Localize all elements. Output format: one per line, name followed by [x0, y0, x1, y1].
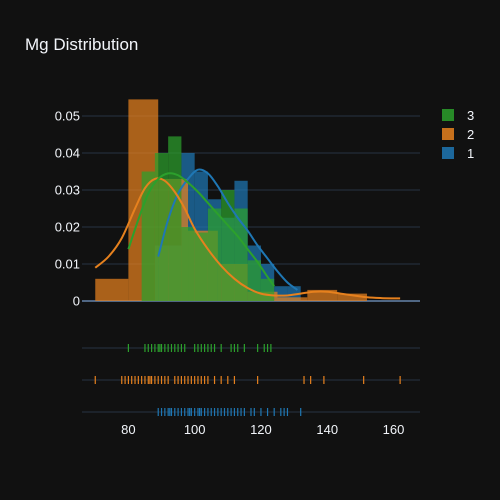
axes: 0 0.01 0.02 0.03 0.04 0.05 80 100 120 140 160: [55, 109, 405, 437]
histogram-bar-series-3[interactable]: [221, 190, 235, 301]
histogram-bar-series-2[interactable]: [307, 289, 338, 301]
histogram-bars: [95, 99, 367, 302]
kde-line-series-3[interactable]: [127, 172, 276, 287]
histogram-bar-series-3[interactable]: [168, 136, 182, 301]
chart-title: Mg Distribution: [25, 35, 138, 54]
legend[interactable]: 3 2 1: [442, 108, 474, 161]
legend-swatch-2[interactable]: [442, 128, 454, 140]
legend-label-3[interactable]: 3: [467, 108, 474, 123]
legend-swatch-1[interactable]: [442, 147, 454, 159]
y-tick-label: 0.04: [55, 146, 80, 161]
histogram-bar-series-3[interactable]: [207, 208, 222, 301]
histogram-bar-series-2[interactable]: [95, 278, 129, 301]
rug-plots: [82, 344, 420, 416]
histogram-bar-series-3[interactable]: [154, 153, 169, 301]
histogram-bar-series-3[interactable]: [194, 232, 208, 301]
x-tick-label: 160: [383, 422, 405, 437]
kde-line-series-2[interactable]: [94, 177, 401, 300]
kde-curves: [94, 168, 401, 300]
y-tick-label: 0.05: [55, 109, 80, 124]
histogram-bar-series-3[interactable]: [234, 208, 248, 301]
legend-swatch-3[interactable]: [442, 109, 454, 121]
legend-label-2[interactable]: 2: [467, 127, 474, 142]
x-tick-label: 100: [184, 422, 206, 437]
y-tick-label: 0.02: [55, 220, 80, 235]
legend-label-1[interactable]: 1: [467, 146, 474, 161]
y-tick-label: 0.01: [55, 257, 80, 272]
x-tick-label: 80: [121, 422, 135, 437]
x-tick-label: 120: [250, 422, 272, 437]
kde-line-series-1[interactable]: [157, 168, 298, 291]
y-tick-label: 0.03: [55, 183, 80, 198]
y-tick-label: 0: [73, 294, 80, 309]
histogram-bar-series-3[interactable]: [247, 260, 261, 301]
histogram-bar-series-3[interactable]: [181, 227, 195, 301]
histogram-bar-series-2[interactable]: [337, 293, 367, 301]
x-tick-label: 140: [316, 422, 338, 437]
histogram-bar-series-2[interactable]: [277, 297, 308, 301]
